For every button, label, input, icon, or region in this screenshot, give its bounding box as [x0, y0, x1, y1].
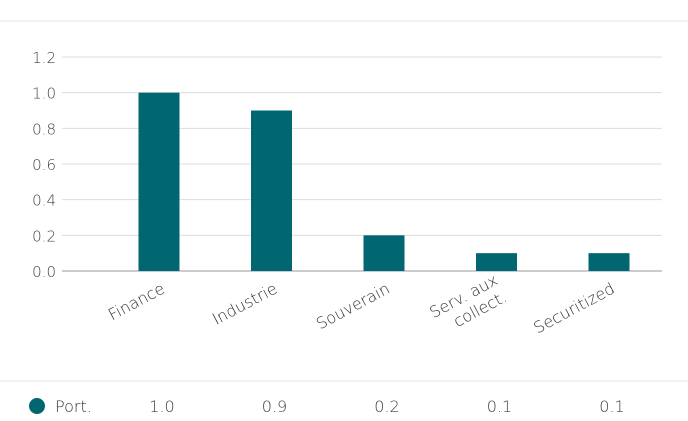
x-tick-label-line: Industrie — [209, 279, 280, 329]
y-tick-label: 0.0 — [32, 263, 56, 281]
x-axis-labels: Finance Industrie Souverain Serv. auxcollec… — [105, 270, 618, 338]
bars — [138, 92, 630, 272]
x-tick-label: Finance — [105, 279, 168, 325]
y-tick-label: 1.0 — [32, 85, 56, 103]
bar[interactable] — [476, 253, 517, 271]
x-tick-label: Serv. auxcollect. — [426, 270, 510, 338]
x-tick-label-line: Souverain — [313, 279, 393, 334]
bar[interactable] — [588, 253, 630, 271]
legend-value: 0.1 — [599, 397, 624, 416]
y-tick-label: 1.2 — [32, 49, 56, 67]
x-tick-label: Securitized — [530, 279, 618, 338]
legend-value: 1.0 — [149, 397, 174, 416]
x-tick-label: Industrie — [209, 279, 280, 329]
y-axis-ticks: 0.0 0.2 0.4 0.6 0.8 1.0 1.2 — [32, 49, 56, 281]
y-tick-label: 0.4 — [32, 192, 56, 210]
bar[interactable] — [251, 110, 292, 272]
bar[interactable] — [138, 92, 180, 272]
x-tick-label-line: Finance — [105, 279, 168, 325]
legend-series-name: Port. — [55, 397, 92, 416]
y-tick-label: 0.6 — [32, 156, 56, 174]
legend-marker — [29, 398, 45, 414]
x-tick-label-line: Securitized — [530, 279, 618, 338]
legend-value: 0.1 — [487, 397, 512, 416]
legend-value: 0.9 — [262, 397, 287, 416]
y-tick-label: 0.2 — [32, 227, 56, 245]
legend-value: 0.2 — [374, 397, 399, 416]
y-tick-label: 0.8 — [32, 120, 56, 138]
legend-table: Port. 1.0 0.9 0.2 0.1 0.1 — [29, 397, 625, 416]
x-tick-label: Souverain — [313, 279, 393, 334]
bar[interactable] — [363, 235, 405, 271]
